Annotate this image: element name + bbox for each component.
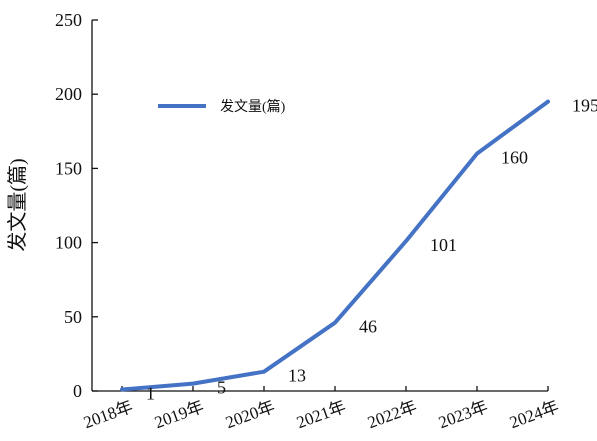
data-label: 160 [501,148,528,168]
legend-label: 发文量(篇) [220,99,286,115]
x-tick-label: 2022年 [365,397,419,432]
data-label: 46 [359,317,377,337]
data-labels: 1 5 13 46 101 160 195 [146,96,597,404]
y-tick-label: 100 [55,233,82,253]
data-label: 13 [288,366,306,386]
data-label: 101 [430,235,457,255]
y-tick-label: 150 [55,158,82,178]
x-tick-label: 2021年 [294,397,348,432]
y-axis: 0 50 100 150 200 250 [55,10,98,401]
x-tick-label: 2019年 [152,397,206,432]
x-tick-label: 2024年 [507,397,561,432]
x-tick-label: 2023年 [436,397,490,432]
y-tick-label: 200 [55,84,82,104]
x-tick-label: 2020年 [223,397,277,432]
y-tick-label: 50 [64,307,82,327]
y-axis-title: 发文量(篇) [6,158,29,251]
y-tick-label: 250 [55,10,82,30]
data-label: 195 [572,96,597,116]
series-line [120,99,550,392]
y-tick-label: 0 [73,381,82,401]
series-layer [120,99,550,392]
x-tick-label: 2018年 [81,397,135,432]
data-label: 5 [217,378,226,398]
data-label: 1 [146,384,155,404]
legend: 发文量(篇) [158,99,286,115]
